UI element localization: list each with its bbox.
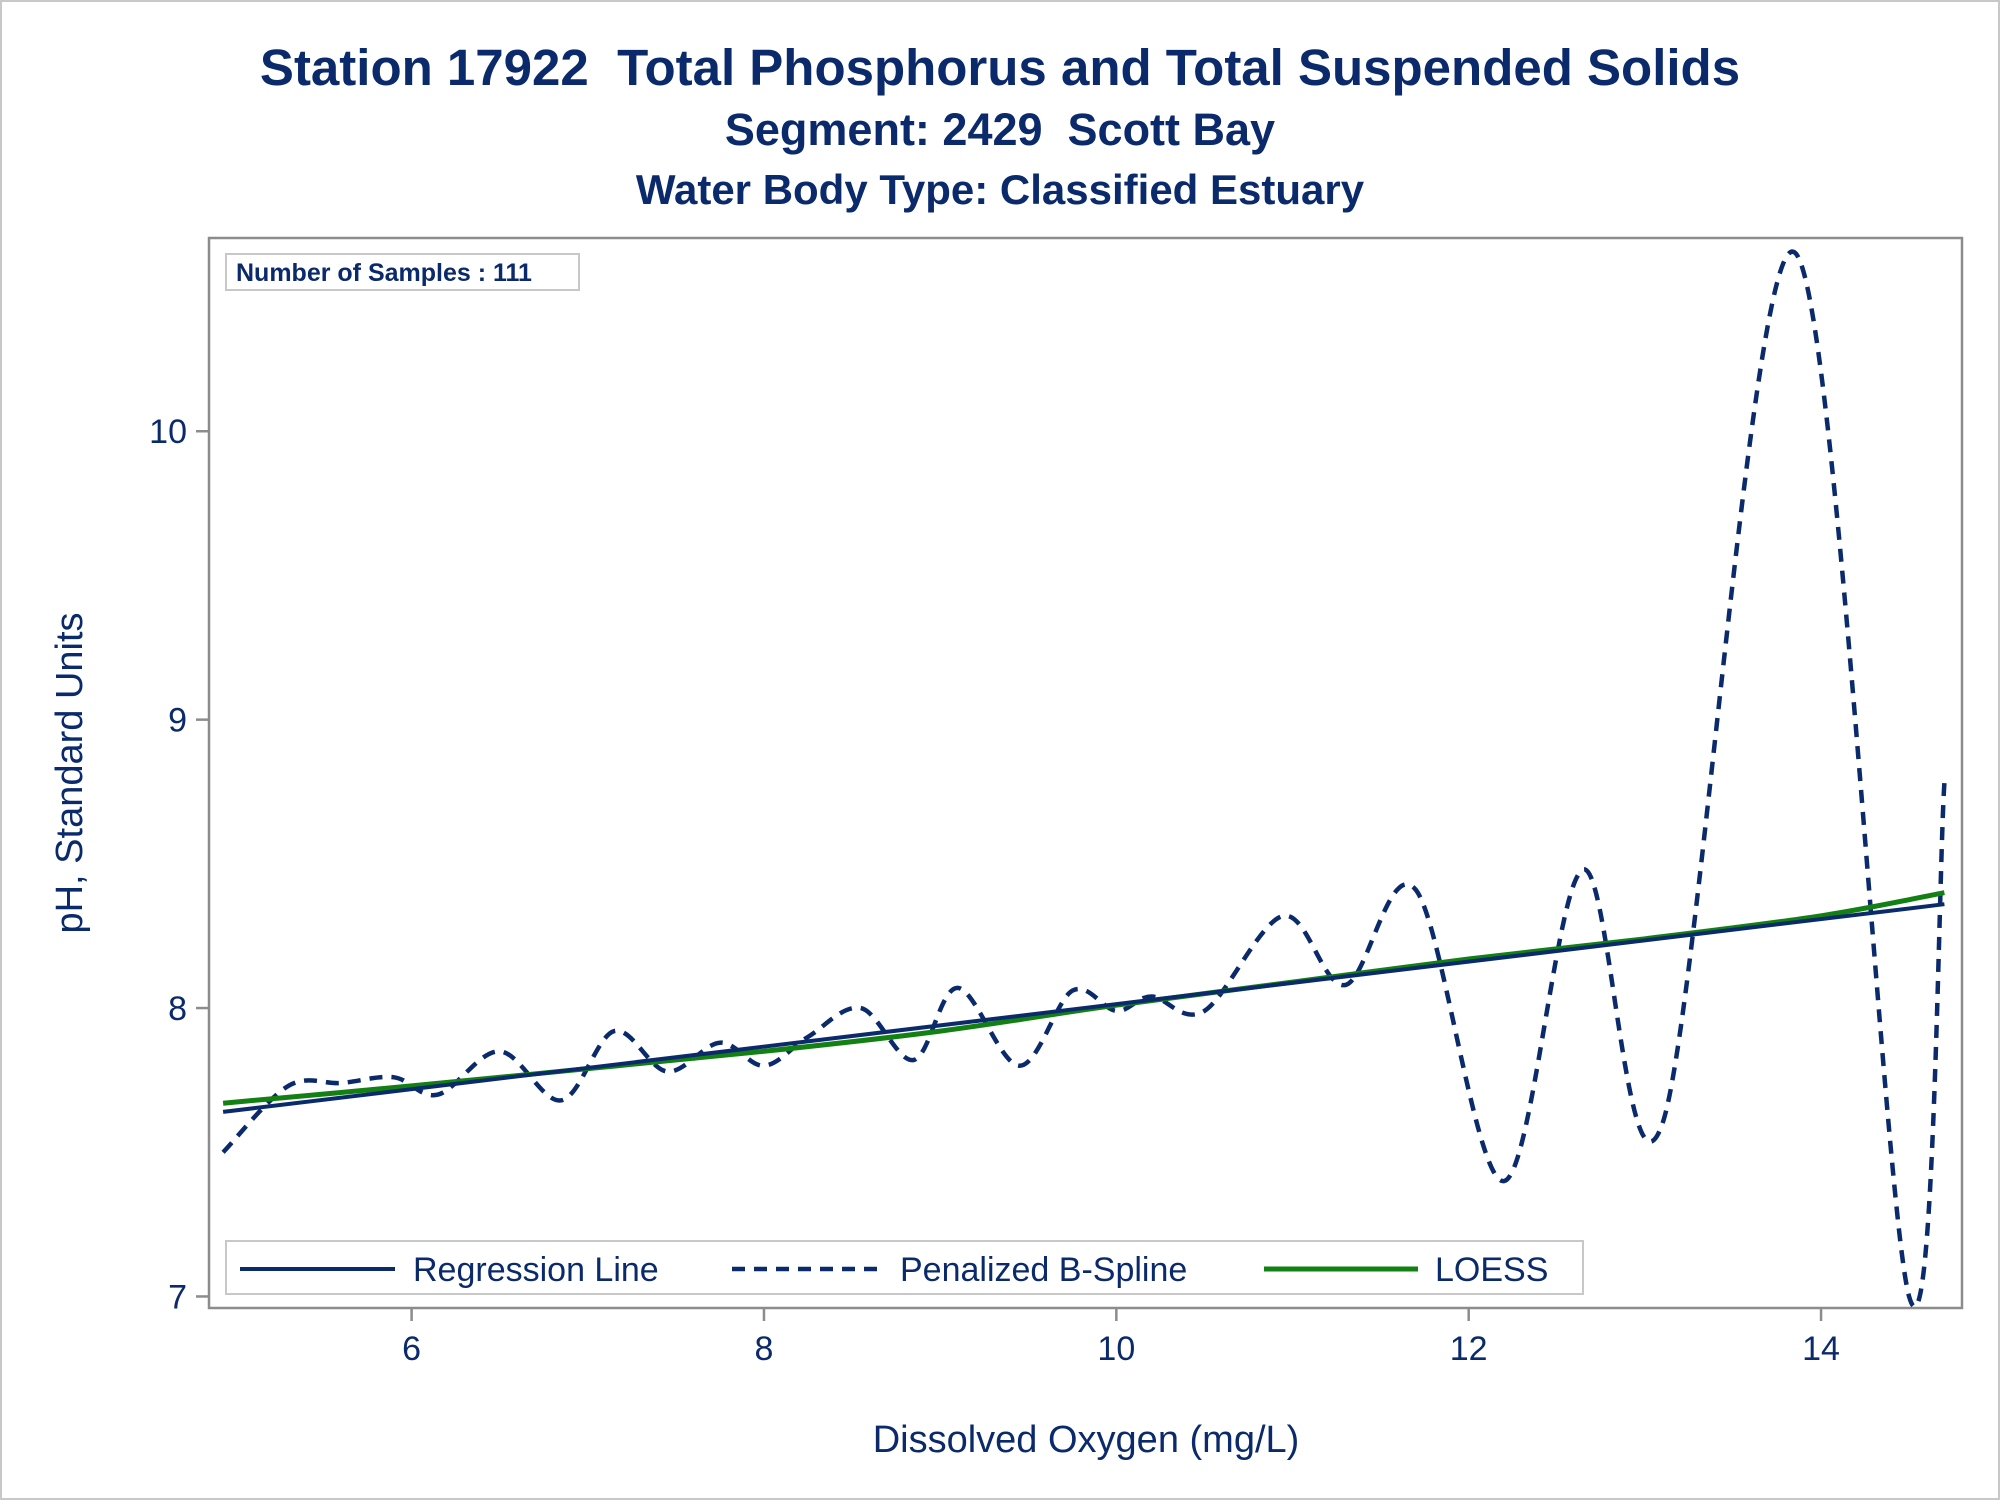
legend: Regression Line Penalized B-Spline LOESS [225, 1240, 1584, 1295]
y-tick-label: 7 [168, 1278, 187, 1316]
chart-subtitle-segment: Segment: 2429 Scott Bay [724, 104, 1276, 155]
y-tick-label: 8 [168, 990, 187, 1028]
sample-count-inset: Number of Samples : 111 [225, 253, 580, 291]
y-axis-label: pH, Standard Units [49, 612, 91, 933]
x-tick-label: 6 [402, 1330, 421, 1368]
series-loess [222, 890, 1945, 1106]
series-penalized-bspline [221, 249, 1947, 1308]
x-axis: 6 8 10 12 14 [402, 1308, 1840, 1368]
y-axis: 7 8 9 10 [149, 413, 209, 1316]
sample-count-text: Number of Samples : 111 [236, 259, 532, 287]
y-tick-label: 9 [168, 702, 187, 740]
chart-subtitle-waterbody: Water Body Type: Classified Estuary [635, 166, 1365, 213]
series-regression-line [222, 902, 1945, 1114]
series-layer [221, 249, 1947, 1308]
legend-label-regression: Regression Line [413, 1251, 659, 1289]
x-tick-label: 12 [1450, 1330, 1488, 1368]
plot-area [207, 236, 1964, 1310]
legend-label-spline: Penalized B-Spline [900, 1251, 1187, 1289]
x-tick-label: 8 [755, 1330, 774, 1368]
chart-title: Station 17922 Total Phosphorus and Total… [259, 39, 1741, 96]
x-tick-label: 14 [1802, 1330, 1840, 1368]
inset-box [225, 253, 580, 291]
x-tick-label: 10 [1097, 1330, 1135, 1368]
x-axis-label: Dissolved Oxygen (mg/L) [873, 1419, 1300, 1461]
y-tick-label: 10 [149, 413, 187, 451]
legend-label-loess: LOESS [1435, 1251, 1548, 1289]
